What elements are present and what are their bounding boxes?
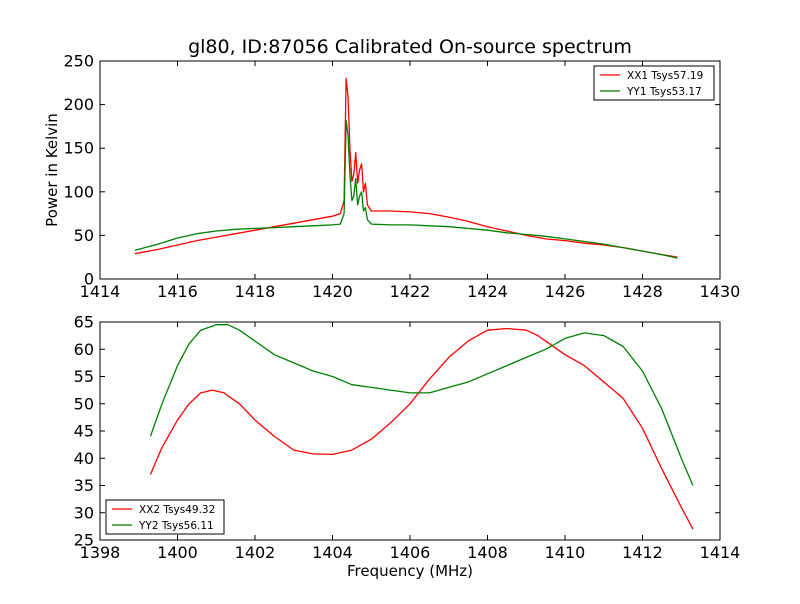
legend: XX2 Tsys49.32 YY2 Tsys56.11	[105, 499, 225, 535]
x-tick-label: 1428	[622, 282, 663, 301]
x-tick-label: 1414	[80, 282, 121, 301]
series-line-2	[149, 324, 694, 486]
x-tick-label: 1426	[545, 282, 586, 301]
y-tick-label: 65	[74, 313, 94, 332]
y-tick-label: 30	[74, 503, 94, 522]
x-tick-label: 1400	[157, 543, 198, 562]
x-tick-label: 1430	[700, 282, 741, 301]
legend-box	[593, 65, 715, 101]
x-tick-label: 1410	[545, 543, 586, 562]
y-tick-label: 0	[84, 270, 94, 289]
legend-label: XX1 Tsys57.19	[627, 70, 703, 82]
y-tick-label: 40	[74, 449, 94, 468]
x-tick-label: 1422	[390, 282, 431, 301]
y-tick-label: 200	[63, 95, 94, 114]
x-axis-label: Frequency (MHz)	[347, 562, 473, 580]
x-tick-label: 1402	[235, 543, 276, 562]
legend-label: YY2 Tsys56.11	[138, 520, 214, 532]
x-tick-label: 1414	[700, 543, 741, 562]
y-tick-label: 55	[74, 367, 94, 386]
legend-label: YY1 Tsys53.17	[626, 86, 702, 98]
x-tick-label: 1424	[467, 282, 508, 301]
x-tick-label: 1406	[390, 543, 431, 562]
y-tick-label: 250	[63, 52, 94, 71]
series-line-1	[134, 77, 678, 258]
y-tick-label: 25	[74, 531, 94, 550]
x-tick-label: 1398	[80, 543, 121, 562]
y-tick-label: 60	[74, 340, 94, 359]
legend-box	[105, 499, 225, 535]
top-spectrum-plot: 1414 1416 1418 1420 1422 1424 1426 1428 1430 0 50 1…	[43, 52, 740, 302]
y-tick-label: 50	[74, 394, 94, 413]
y-axis-label: Power in Kelvin	[43, 113, 61, 227]
x-tick-label: 1404	[312, 543, 353, 562]
y-tick-label: 100	[63, 182, 94, 201]
x-tick-label: 1416	[157, 282, 198, 301]
legend-label: XX2 Tsys49.32	[139, 504, 215, 516]
x-tick-label: 1420	[312, 282, 353, 301]
legend: XX1 Tsys57.19 YY1 Tsys53.17	[593, 65, 715, 101]
x-tick-label: 1408	[467, 543, 508, 562]
x-tick-label: 1418	[235, 282, 276, 301]
x-tick-label: 1412	[622, 543, 663, 562]
y-tick-label: 45	[74, 422, 94, 441]
chart-title: gl80, ID:87056 Calibrated On-source spec…	[188, 36, 632, 58]
series-line-1	[149, 327, 694, 530]
y-tick-label: 50	[74, 226, 94, 245]
y-tick-label: 35	[74, 476, 94, 495]
y-tick-label: 150	[63, 139, 94, 158]
bottom-spectrum-plot: 1398 1400 1402 1404 1406 1408 1410 1412 1414 25 30…	[74, 313, 741, 563]
series-line-2	[134, 119, 678, 259]
